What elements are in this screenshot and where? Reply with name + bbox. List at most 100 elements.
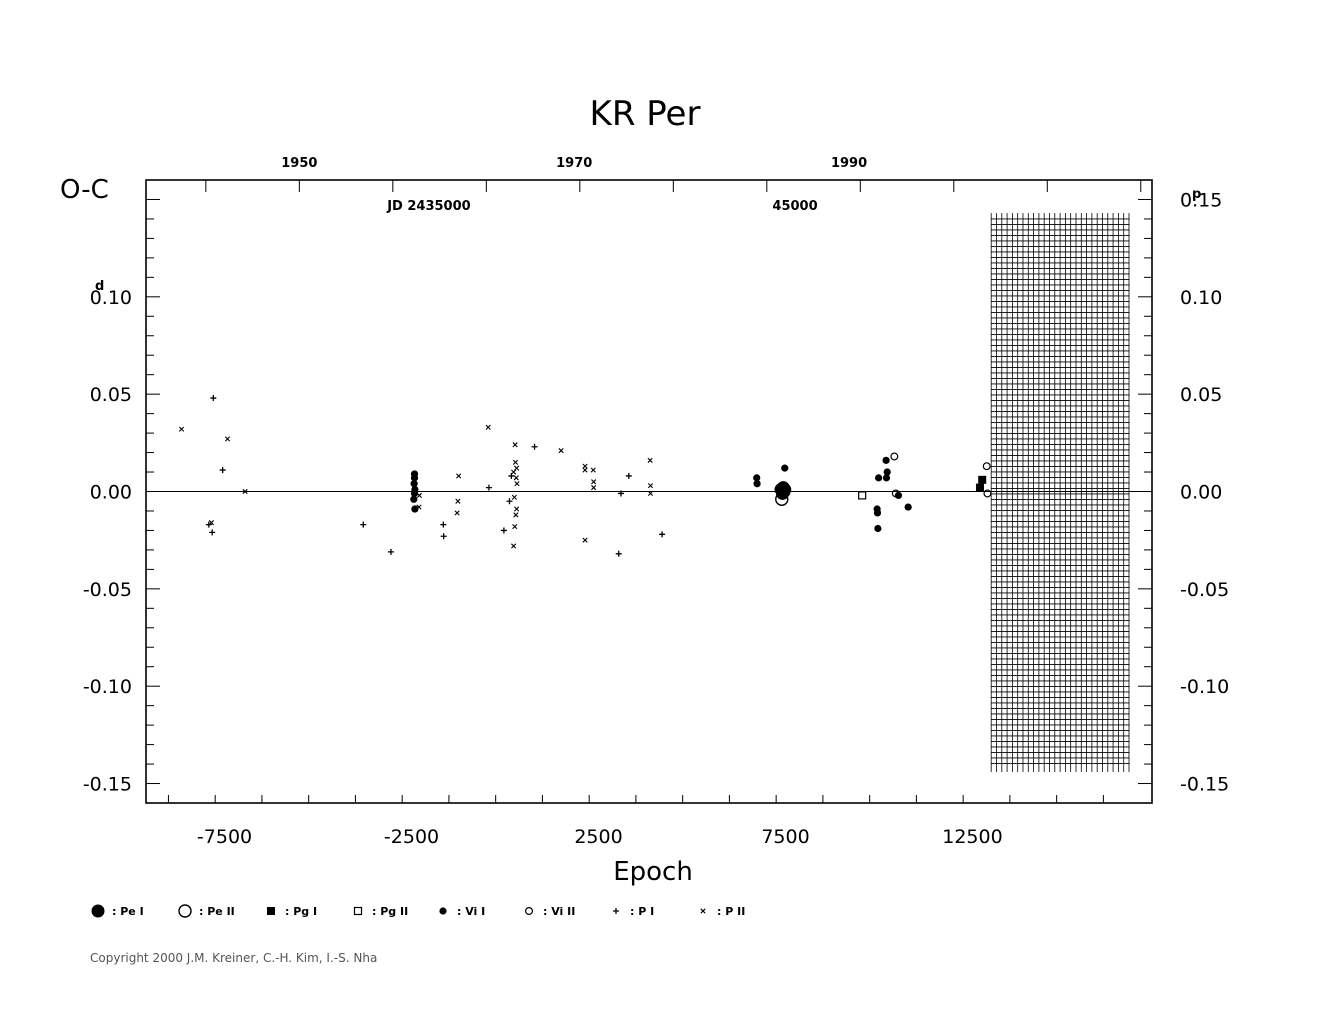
data-point	[411, 505, 419, 513]
data-point	[775, 492, 789, 506]
data-points	[178, 395, 992, 557]
data-point	[455, 498, 461, 504]
data-point	[647, 457, 653, 463]
data-point	[410, 480, 418, 488]
data-point	[647, 483, 654, 489]
data-point	[590, 467, 596, 473]
data-point	[753, 474, 761, 482]
legend-marker	[178, 904, 192, 918]
data-point	[591, 479, 597, 485]
data-point	[454, 510, 460, 516]
y-axis-unit-left: d	[95, 279, 104, 294]
legend-label: : P II	[717, 905, 745, 918]
data-point	[875, 474, 883, 482]
data-point	[360, 521, 367, 528]
data-point	[209, 529, 216, 536]
data-point	[975, 483, 984, 492]
data-point	[410, 495, 418, 503]
data-point	[514, 481, 520, 487]
y-axis-label: O-C	[60, 175, 109, 205]
legend-label: : Vi II	[543, 905, 575, 918]
data-point	[982, 462, 991, 471]
legend-marker	[613, 908, 619, 914]
data-point	[500, 527, 507, 534]
legend-marker	[267, 907, 275, 915]
data-point	[485, 424, 491, 430]
y-tick-label-right: -0.05	[1180, 579, 1229, 601]
y-tick-label-left: 0.05	[90, 384, 132, 406]
data-point	[591, 485, 597, 491]
x-tick-label: -7500	[197, 826, 252, 848]
y-tick-label-right: -0.15	[1180, 774, 1229, 796]
data-point	[753, 480, 761, 488]
legend-label: : Pe I	[112, 905, 144, 918]
data-point	[904, 503, 912, 511]
x-tick-label: 7500	[761, 826, 809, 848]
data-point	[210, 395, 217, 402]
data-point	[224, 436, 231, 442]
legend-label: : Pg II	[372, 905, 408, 918]
legend-label: : Vi I	[457, 905, 485, 918]
x-tick-label: 12500	[942, 826, 1002, 848]
legend-marker	[353, 906, 363, 916]
y-tick-label-right: 0.00	[1180, 482, 1222, 504]
data-point	[558, 448, 564, 454]
y-axis-unit-right: p	[1192, 187, 1201, 202]
y-tick-label-left: 0.00	[90, 482, 132, 504]
data-point	[978, 475, 987, 484]
legend-marker	[524, 906, 533, 915]
data-point	[582, 537, 588, 543]
year-label: 1970	[556, 156, 592, 171]
data-point	[416, 492, 422, 498]
tick-labels: -0.15 -0.10 -0.05 0.00 0.05 0.10 -0.15 -0.10 -0.…	[83, 156, 1229, 848]
legend-label: : Pe II	[199, 905, 235, 918]
data-point	[219, 467, 226, 474]
data-point	[506, 498, 513, 505]
y-tick-label-left: -0.05	[83, 579, 132, 601]
y-tick-label-right: 0.10	[1180, 287, 1222, 309]
data-point	[625, 472, 632, 479]
legend-label: : Pg I	[285, 905, 317, 918]
data-point	[883, 468, 891, 476]
data-point	[514, 465, 520, 471]
legend-marker	[700, 908, 706, 914]
data-point	[890, 452, 899, 461]
y-tick-label-right: 0.05	[1180, 384, 1222, 406]
data-point	[410, 474, 419, 482]
data-point	[511, 494, 517, 500]
year-label: 1990	[831, 156, 867, 171]
data-point	[208, 520, 215, 526]
data-point	[781, 464, 789, 472]
data-point	[891, 489, 900, 498]
legend-marker	[91, 904, 105, 918]
data-point	[874, 524, 882, 533]
data-point	[617, 490, 624, 497]
data-point	[410, 489, 419, 498]
data-point	[514, 506, 520, 512]
copyright-text: Copyright 2000 J.M. Kreiner, C.-H. Kim, …	[90, 951, 377, 965]
x-tick-label: -2500	[384, 826, 439, 848]
data-point	[511, 469, 517, 475]
jd-label: JD 2435000	[386, 199, 470, 214]
data-point	[882, 474, 891, 482]
data-point	[873, 509, 882, 517]
data-point	[512, 442, 518, 448]
y-tick-label-left: 0.10	[90, 287, 132, 309]
data-point	[858, 491, 867, 500]
data-point	[440, 533, 447, 540]
jd-label: 45000	[772, 199, 817, 214]
legend-marker	[439, 907, 447, 915]
data-point	[242, 488, 248, 495]
data-point	[659, 531, 666, 538]
legend: : Pe I : Pe II : Pg I : Pg II : Vi I : Vi II:…	[91, 904, 745, 918]
data-point	[456, 473, 462, 479]
y-tick-label-left: -0.10	[83, 676, 132, 698]
data-point	[416, 504, 422, 510]
data-point	[513, 512, 519, 518]
data-point	[178, 426, 185, 432]
data-point	[512, 459, 519, 465]
data-point	[485, 484, 492, 491]
data-point	[513, 475, 519, 481]
data-point	[440, 521, 447, 528]
